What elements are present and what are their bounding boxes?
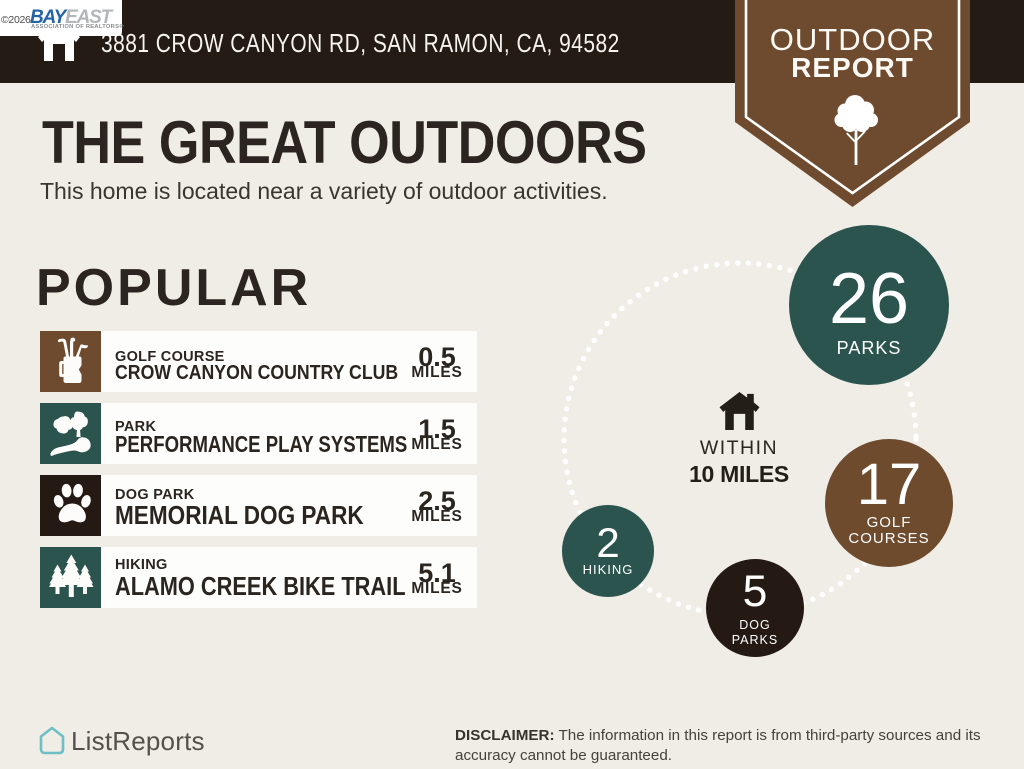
svg-text:REPORT: REPORT	[791, 52, 914, 83]
svg-text:OUTDOOR: OUTDOOR	[770, 22, 935, 57]
